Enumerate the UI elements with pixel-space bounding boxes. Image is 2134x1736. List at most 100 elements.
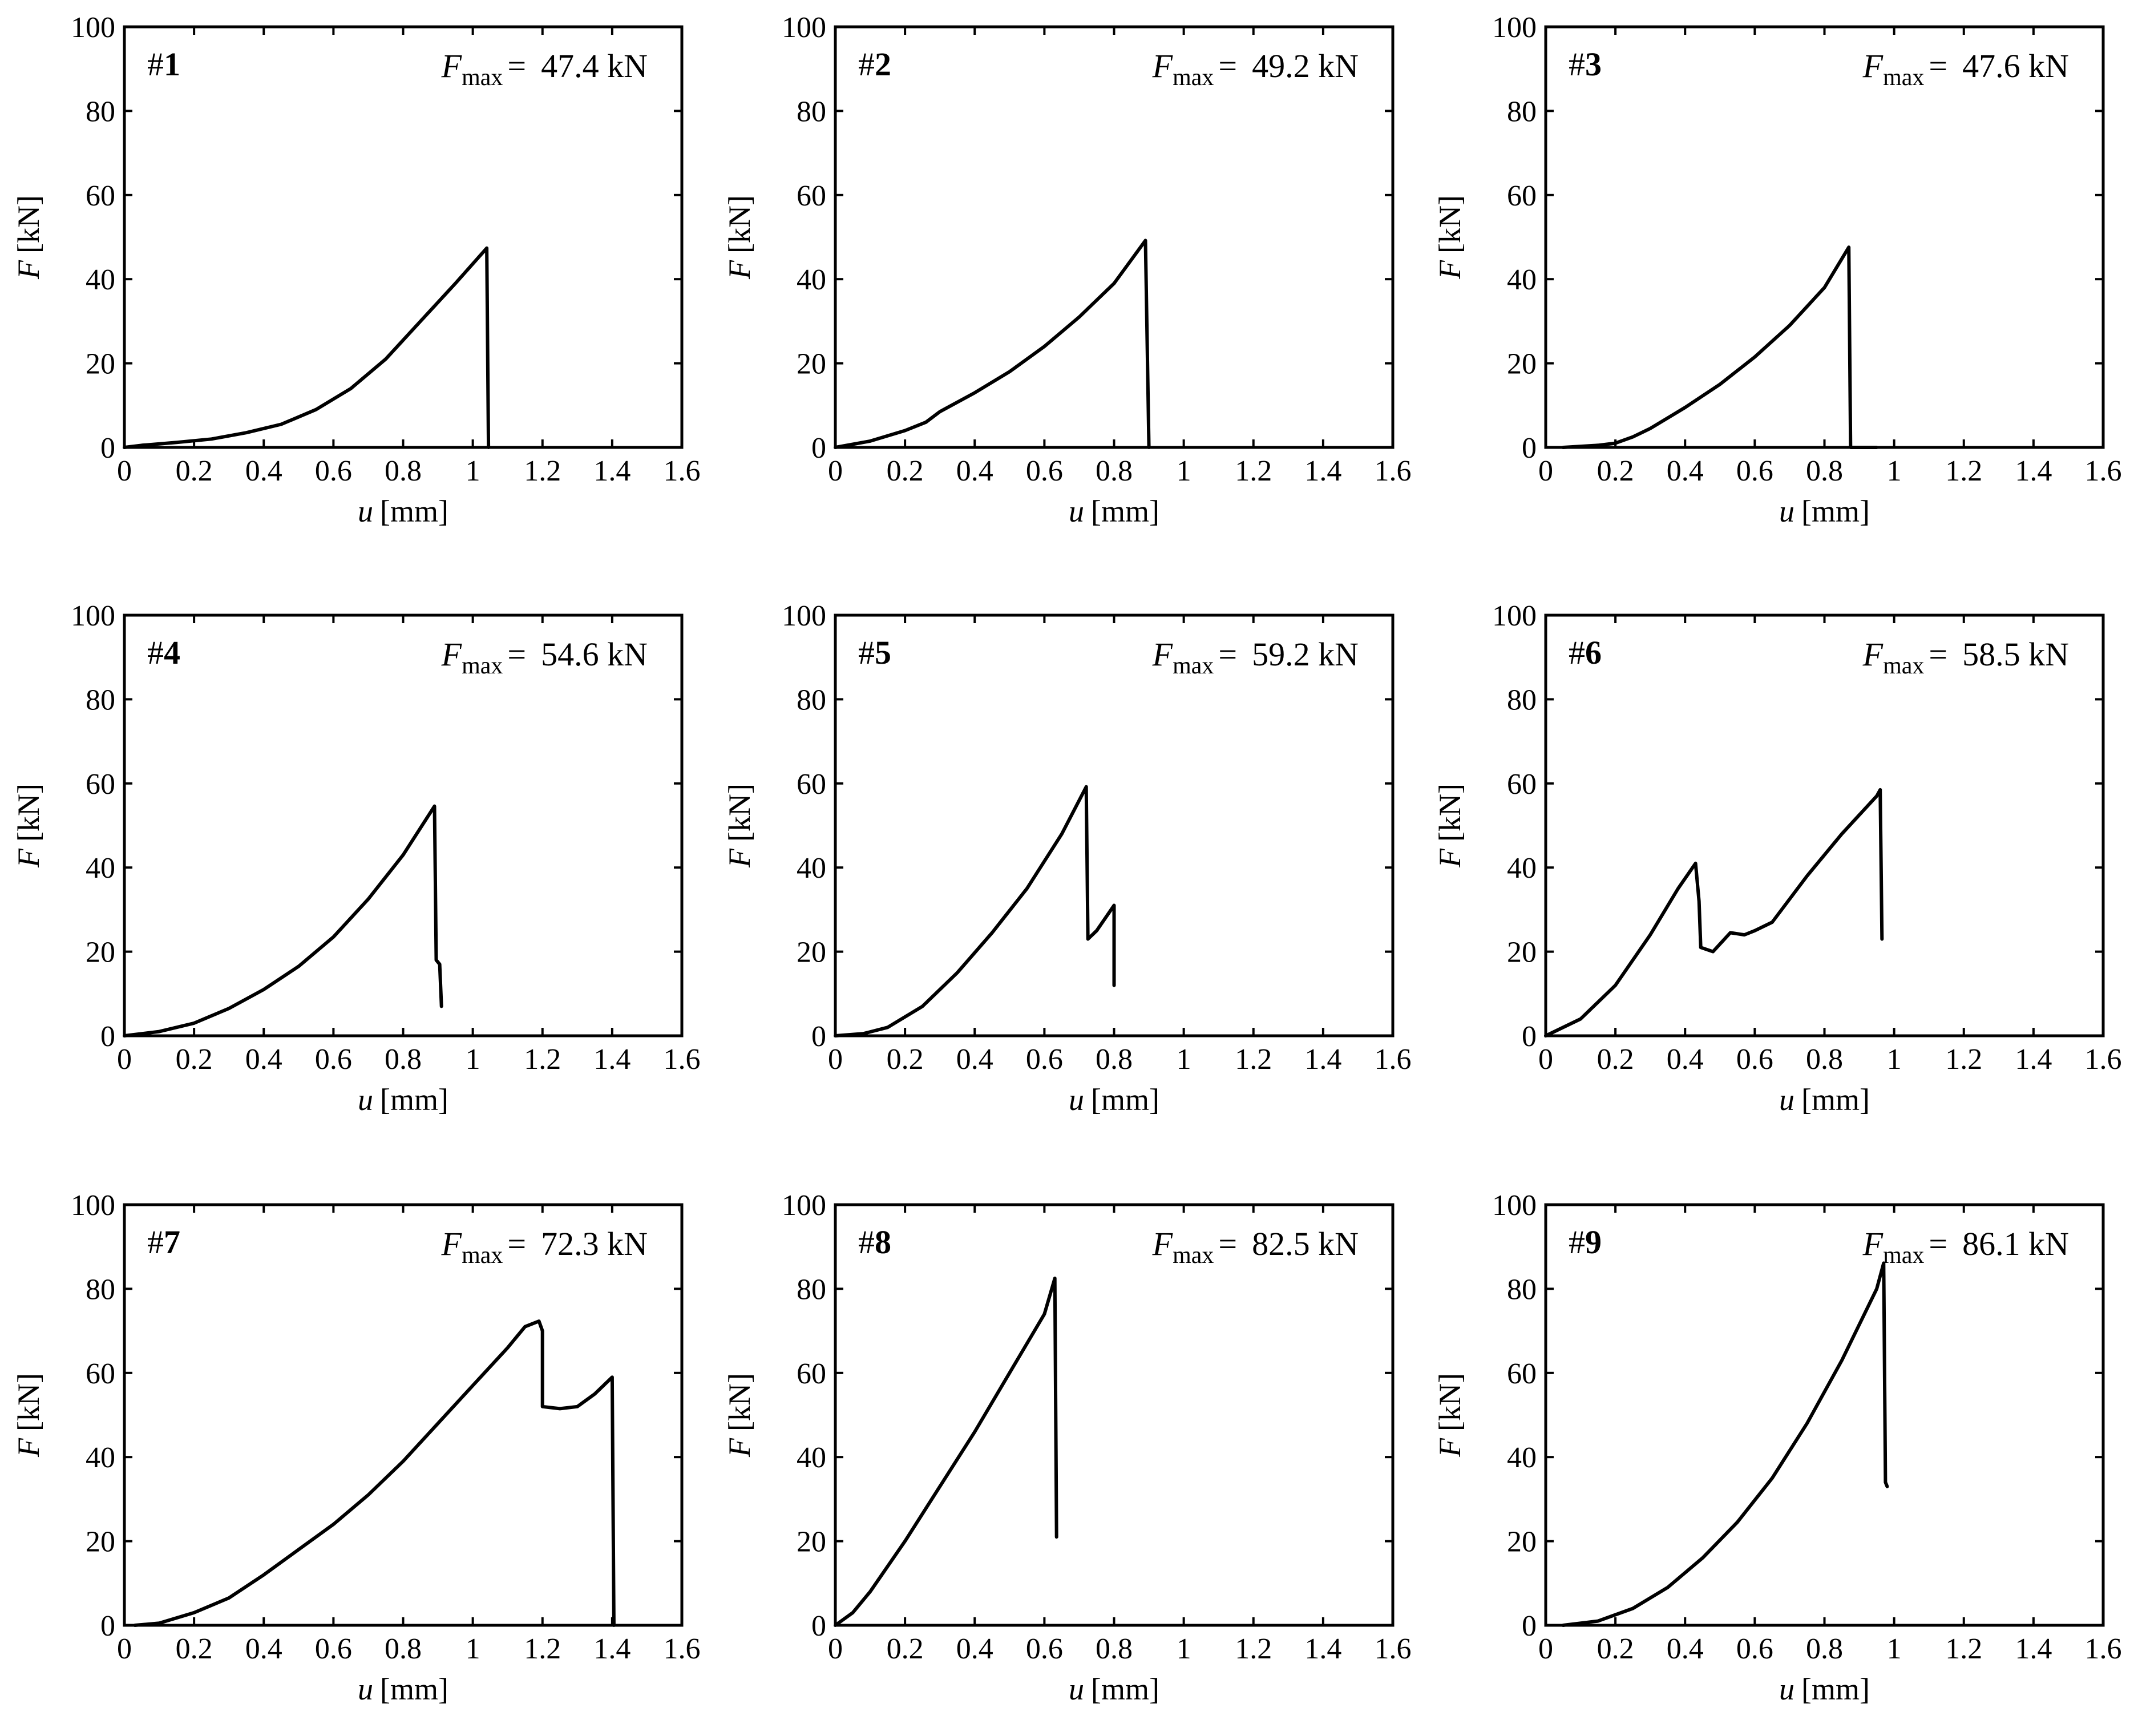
fmax-value: 72.3 kN: [541, 1225, 648, 1262]
fmax-subscript: max: [1883, 64, 1924, 91]
y-tick-label: 40: [86, 852, 115, 885]
x-tick-label: 0.4: [245, 1633, 282, 1665]
panel-id-prefix: #: [1569, 1224, 1585, 1261]
x-tick-label: 0.6: [1736, 455, 1773, 487]
panel-id-number: 6: [1585, 634, 1602, 671]
y-tick-label: 40: [797, 264, 826, 296]
y-tick-label: 60: [797, 768, 826, 801]
fmax-subscript: max: [1883, 653, 1924, 679]
x-tick-label: 0.2: [887, 455, 924, 487]
y-tick-label: 0: [1522, 432, 1537, 465]
load-displacement-curve: [1561, 245, 1879, 449]
fmax-subscript: max: [1883, 1242, 1924, 1269]
x-tick-label: 1.2: [524, 1043, 561, 1076]
y-tick-label: 100: [1492, 11, 1537, 44]
x-tick-label: 0: [828, 1043, 843, 1076]
y-axis-label: F [kN]: [1433, 784, 1467, 868]
panel-id-prefix: #: [147, 1224, 164, 1261]
y-tick-label: 100: [782, 11, 826, 44]
x-tick-label: 1: [466, 455, 480, 487]
x-axis-variable: u: [1779, 1672, 1794, 1706]
x-tick-label: 0.8: [1096, 455, 1133, 487]
y-tick-label: 0: [1522, 1020, 1537, 1053]
y-tick-label: 100: [782, 1189, 826, 1222]
x-tick-label: 1: [1177, 1633, 1191, 1665]
fmax-subscript: max: [462, 653, 503, 679]
x-axis-variable: u: [1779, 494, 1794, 528]
y-tick-label: 100: [1492, 1189, 1537, 1222]
y-axis-variable: F: [1433, 260, 1467, 280]
x-tick-label: 1.6: [664, 455, 701, 487]
y-axis-variable: F: [722, 848, 757, 868]
x-axis-unit: [mm]: [1801, 1672, 1870, 1706]
panel-id-label: #4: [147, 634, 180, 671]
x-tick-label: 0.2: [1597, 1043, 1634, 1076]
fmax-equals: =: [507, 1225, 526, 1262]
x-axis-label: u [mm]: [1069, 494, 1159, 528]
fmax-equals: =: [1218, 636, 1237, 673]
y-tick-label: 40: [86, 264, 115, 296]
panel-id-prefix: #: [1569, 634, 1585, 671]
x-tick-label: 0: [1538, 1043, 1553, 1076]
x-tick-label: 1.4: [1304, 1633, 1341, 1665]
x-tick-label: 1.4: [593, 1043, 630, 1076]
x-tick-label: 0.6: [1026, 455, 1063, 487]
y-tick-label: 40: [1507, 1442, 1537, 1474]
y-tick-label: 80: [86, 1273, 115, 1306]
panel-id-label: #7: [147, 1224, 180, 1261]
panel-id-prefix: #: [1569, 46, 1585, 83]
x-axis-label: u [mm]: [1069, 1672, 1159, 1706]
y-tick-label: 40: [86, 1442, 115, 1474]
load-displacement-curve: [834, 785, 1116, 1037]
x-axis-variable: u: [1069, 1672, 1084, 1706]
fmax-subscript: max: [1173, 1242, 1214, 1269]
plot-panel-6: 0 0.2 0.4 0.6 0.8 1 1.2 1.4 1.6 0 20 40 60 80 100 u [mm]…: [1433, 600, 2122, 1117]
fmax-subscript: max: [462, 64, 503, 91]
y-tick-label: 40: [1507, 852, 1537, 885]
x-tick-label: 1.6: [1375, 1043, 1412, 1076]
x-tick-label: 1.4: [2015, 1043, 2052, 1076]
panel-id-number: 4: [164, 634, 180, 671]
x-tick-label: 1.2: [1945, 1043, 1982, 1076]
plot-frame: [1544, 613, 2105, 1037]
x-tick-label: 1.2: [1945, 455, 1982, 487]
fmax-symbol: F: [1152, 636, 1173, 673]
fmax-annotation: Fmax = 54.6 kN: [441, 636, 648, 679]
x-axis-variable: u: [1069, 1083, 1084, 1117]
x-tick-label: 1: [1887, 1633, 1902, 1665]
x-tick-label: 1.6: [2085, 1043, 2122, 1076]
x-tick-label: 0.4: [245, 455, 282, 487]
y-axis-variable: F: [722, 1438, 757, 1458]
y-axis-variable: F: [11, 260, 46, 280]
y-tick-label: 20: [797, 348, 826, 381]
x-tick-label: 1: [1177, 455, 1191, 487]
panel-id-label: #3: [1569, 46, 1602, 83]
y-axis-unit: [kN]: [1433, 195, 1467, 253]
load-displacement-curve: [1544, 788, 1884, 1037]
y-tick-label: 60: [1507, 180, 1537, 212]
x-tick-label: 0.6: [1736, 1043, 1773, 1076]
x-tick-label: 1: [466, 1043, 480, 1076]
x-tick-label: 1.2: [1235, 1633, 1272, 1665]
y-axis-unit: [kN]: [1433, 784, 1467, 842]
fmax-value: 47.4 kN: [541, 47, 648, 84]
x-tick-label: 0.2: [1597, 455, 1634, 487]
y-tick-label: 40: [797, 852, 826, 885]
fmax-symbol: F: [1862, 636, 1884, 673]
x-tick-label: 0: [117, 1633, 132, 1665]
x-tick-label: 0.6: [315, 1633, 352, 1665]
x-tick-label: 0.2: [887, 1043, 924, 1076]
x-axis-unit: [mm]: [380, 494, 448, 528]
y-axis-label: F [kN]: [722, 1373, 757, 1458]
load-displacement-curve: [1561, 1261, 1889, 1627]
x-tick-label: 0.6: [1736, 1633, 1773, 1665]
y-tick-label: 0: [811, 432, 826, 465]
fmax-value: 47.6 kN: [1962, 47, 2069, 84]
y-tick-label: 100: [71, 11, 115, 44]
fmax-value: 82.5 kN: [1252, 1225, 1359, 1262]
y-tick-label: 0: [811, 1020, 826, 1053]
plot-frame: [1544, 25, 2105, 449]
load-displacement-curve: [834, 1277, 1058, 1627]
x-tick-label: 1: [1887, 1043, 1902, 1076]
